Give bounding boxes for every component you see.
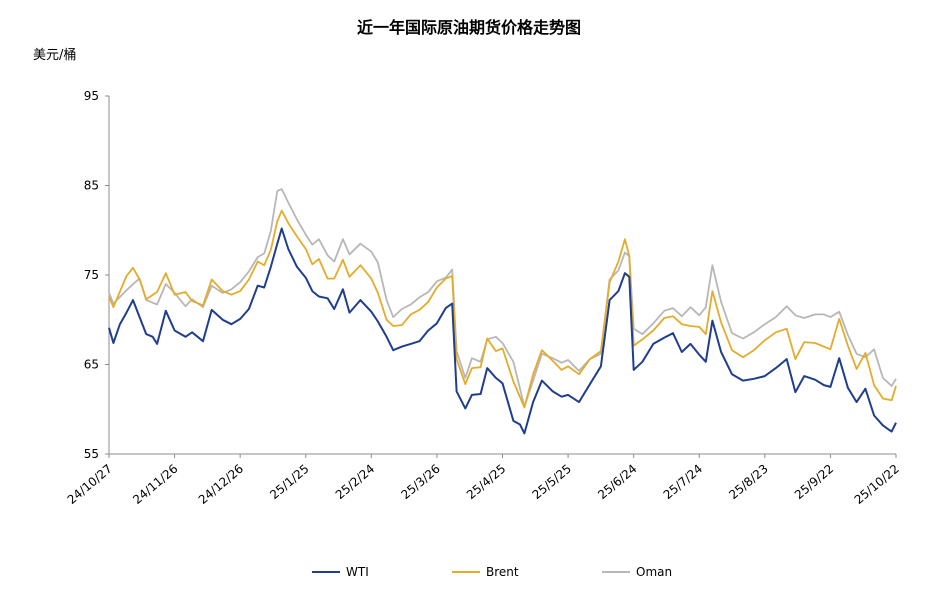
- x-tick-label: 25/9/22: [792, 462, 836, 502]
- x-tick-label: 25/5/25: [530, 462, 574, 502]
- x-tick-label: 25/10/22: [852, 462, 902, 507]
- x-tick-label: 24/10/27: [65, 462, 115, 507]
- x-tick-label: 25/3/26: [398, 462, 442, 502]
- series-line-wti: [108, 227, 897, 435]
- x-tick-label: 25/8/23: [726, 462, 770, 502]
- series-line-brent: [108, 209, 897, 409]
- x-tick-label: 24/12/26: [196, 462, 246, 507]
- y-tick-label: 95: [84, 89, 99, 103]
- x-tick-label: 25/4/25: [464, 462, 508, 502]
- y-axis-unit-label: 美元/桶: [33, 48, 77, 63]
- y-tick-label: 55: [84, 447, 99, 461]
- x-tick-label: 25/1/25: [267, 462, 311, 502]
- series-line-oman: [108, 188, 897, 408]
- legend-label-wti: WTI: [346, 565, 369, 579]
- x-tick-label: 25/6/24: [595, 462, 639, 502]
- y-tick-label: 85: [84, 179, 99, 193]
- legend-label-oman: Oman: [636, 565, 672, 579]
- chart-legend: WTI Brent Oman: [312, 565, 672, 579]
- x-tick-label: 25/2/24: [333, 462, 377, 502]
- legend-label-brent: Brent: [486, 565, 519, 579]
- y-tick-label: 65: [84, 358, 99, 372]
- chart-title: 近一年国际原油期货价格走势图: [356, 18, 581, 37]
- series-layer: [108, 188, 897, 435]
- x-tick-label: 24/11/26: [130, 462, 180, 507]
- y-tick-label: 75: [84, 268, 99, 282]
- x-tick-label: 25/7/24: [661, 462, 705, 502]
